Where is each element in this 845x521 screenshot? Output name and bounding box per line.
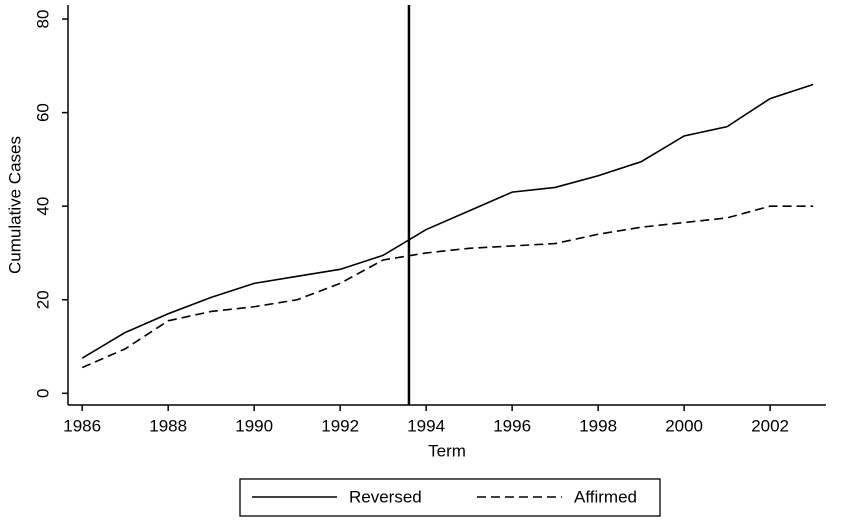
x-axis-label: Term	[428, 441, 466, 460]
y-tick-label: 40	[33, 197, 52, 216]
y-axis-label: Cumulative Cases	[5, 136, 24, 274]
series-line	[81, 83, 814, 359]
series-line	[81, 205, 814, 369]
x-tick-label: 1990	[235, 416, 273, 435]
x-tick-label: 1996	[493, 416, 531, 435]
y-tick-label: 60	[33, 103, 52, 122]
x-tick-label: 1994	[407, 416, 445, 435]
x-tick-label: 2000	[665, 416, 703, 435]
y-tick-label: 80	[33, 10, 52, 29]
legend-label: Reversed	[349, 487, 422, 506]
x-tick-label: 1988	[149, 416, 187, 435]
x-tick-label: 1986	[63, 416, 101, 435]
y-tick-label: 20	[33, 290, 52, 309]
y-tick-label: 0	[33, 389, 52, 398]
legend-box	[239, 478, 661, 517]
legend-label: Affirmed	[574, 487, 637, 506]
x-tick-label: 1998	[579, 416, 617, 435]
x-tick-label: 2002	[751, 416, 789, 435]
x-tick-label: 1992	[321, 416, 359, 435]
